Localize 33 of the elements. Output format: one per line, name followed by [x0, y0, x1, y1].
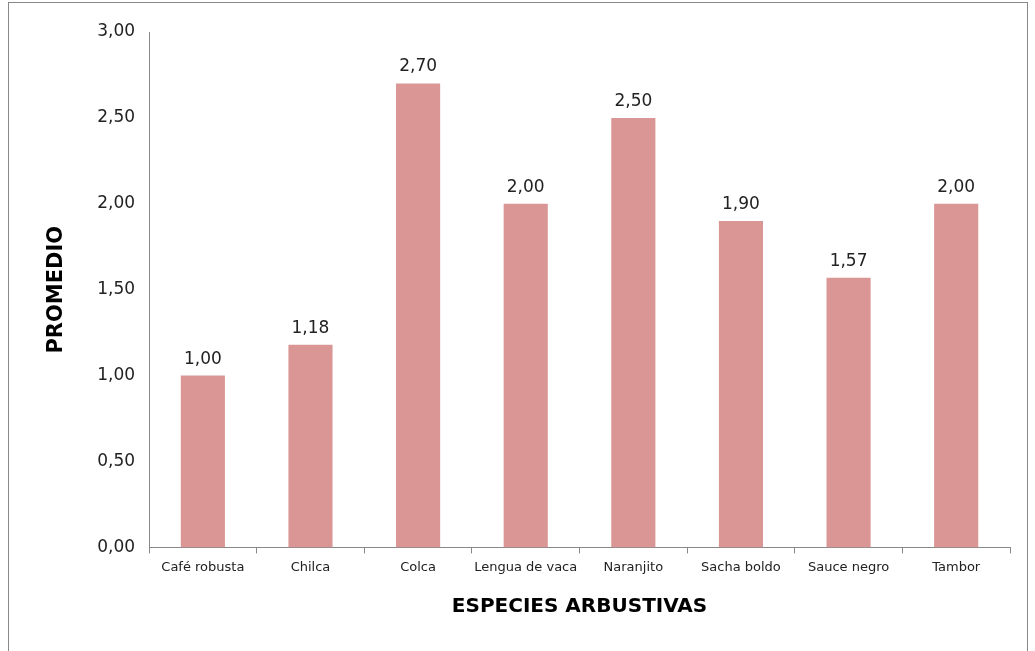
- bar: [611, 117, 656, 548]
- bar: [503, 203, 548, 548]
- y-tick-label: 0,00: [97, 535, 136, 556]
- y-tick-label: 1,50: [97, 278, 136, 299]
- data-label: 1,18: [291, 316, 330, 337]
- x-tick-label: Café robusta: [161, 558, 245, 574]
- y-tick-label: 2,00: [97, 192, 136, 213]
- bar: [826, 277, 871, 548]
- data-label: 2,50: [614, 89, 653, 110]
- bar: [718, 220, 764, 548]
- y-tick-label: 1,00: [97, 364, 136, 385]
- y-tick-label: 0,50: [97, 449, 136, 470]
- bar: [180, 375, 225, 548]
- data-label: 1,00: [183, 347, 222, 368]
- bar: [934, 203, 979, 548]
- x-tick-label: Chilca: [290, 558, 331, 574]
- x-tick-label: Sauce negro: [807, 558, 890, 574]
- x-tick-label: Naranjito: [603, 558, 664, 574]
- x-tick-label: Sacha boldo: [701, 558, 781, 574]
- bar: [288, 344, 333, 548]
- data-label: 2,00: [937, 175, 976, 196]
- data-label: 2,00: [506, 175, 545, 196]
- bar: [396, 83, 441, 548]
- x-axis-title: ESPECIES ARBUSTIVAS: [451, 593, 708, 618]
- x-tick-label: Tambor: [931, 558, 981, 574]
- data-label: 1,90: [722, 192, 760, 213]
- data-label: 2,70: [399, 55, 438, 76]
- x-tick-label: Colca: [400, 558, 436, 574]
- y-tick-label: 3,00: [97, 20, 136, 41]
- y-tick-label: 2,50: [97, 106, 136, 127]
- y-axis-title: PROMEDIO: [43, 225, 68, 354]
- x-tick-label: Lengua de vaca: [474, 558, 578, 574]
- data-label: 1,57: [829, 249, 868, 270]
